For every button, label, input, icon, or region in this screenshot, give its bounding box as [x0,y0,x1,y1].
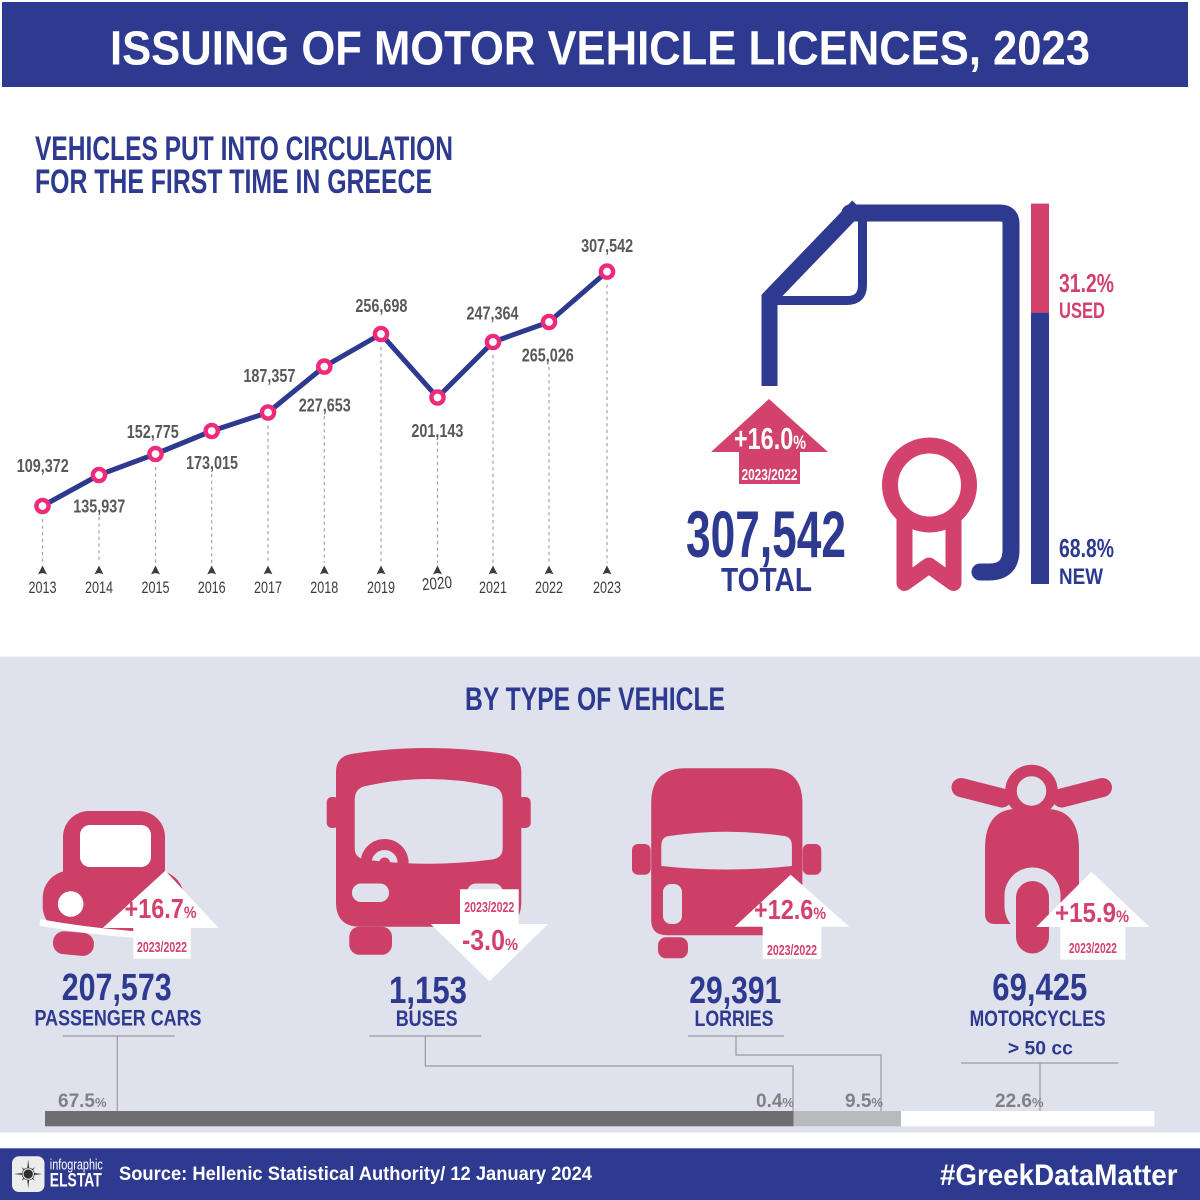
svg-text:2013: 2013 [29,578,57,597]
svg-text:ISSUING OF MOTOR VEHICLE LICEN: ISSUING OF MOTOR VEHICLE LICENCES, 2023 [110,23,1090,76]
svg-text:BY TYPE OF VEHICLE: BY TYPE OF VEHICLE [465,681,725,717]
svg-text:> 50 cc: > 50 cc [1008,1038,1073,1060]
svg-text:201,143: 201,143 [411,420,463,441]
svg-text:152,775: 152,775 [127,421,179,442]
svg-text:ELSTAT: ELSTAT [50,1171,102,1192]
svg-text:2015: 2015 [142,578,170,597]
svg-text:BUSES: BUSES [396,1006,458,1031]
svg-text:TOTAL: TOTAL [721,561,812,598]
svg-text:227,653: 227,653 [299,394,351,415]
svg-text:307,542: 307,542 [686,497,846,571]
svg-text:LORRIES: LORRIES [695,1006,774,1031]
svg-text:NEW: NEW [1059,564,1103,589]
svg-text:PASSENGER CARS: PASSENGER CARS [35,1006,202,1031]
svg-text:2023: 2023 [593,578,621,597]
svg-text:31.2%: 31.2% [1059,268,1114,298]
svg-text:2020: 2020 [421,573,453,595]
svg-text:29,391: 29,391 [689,970,781,1012]
svg-text:2022: 2022 [535,578,563,597]
svg-text:#GreekDataMatter: #GreekDataMatter [940,1159,1178,1192]
svg-text:1,153: 1,153 [389,970,467,1012]
svg-text:67.5%: 67.5% [58,1091,107,1112]
svg-text:265,026: 265,026 [522,345,574,366]
svg-text:68.8%: 68.8% [1059,533,1114,563]
svg-text:187,357: 187,357 [243,365,295,386]
svg-text:256,698: 256,698 [355,295,407,316]
svg-text:22.6%: 22.6% [995,1091,1044,1112]
svg-text:2023/2022: 2023/2022 [137,939,187,956]
svg-text:173,015: 173,015 [186,452,238,473]
svg-text:2018: 2018 [310,578,338,597]
svg-text:207,573: 207,573 [62,967,172,1009]
svg-text:2023/2022: 2023/2022 [742,467,798,484]
svg-text:VEHICLES PUT INTO CIRCULATION: VEHICLES PUT INTO CIRCULATION [35,130,453,168]
svg-text:2019: 2019 [367,578,395,597]
svg-text:2017: 2017 [254,578,282,597]
svg-text:0.4%: 0.4% [756,1091,794,1112]
svg-text:109,372: 109,372 [17,455,69,476]
svg-text:9.5%: 9.5% [845,1091,883,1112]
svg-text:2021: 2021 [479,578,507,597]
svg-text:FOR THE FIRST TIME IN GREECE: FOR THE FIRST TIME IN GREECE [35,163,432,201]
svg-text:2023/2022: 2023/2022 [767,942,817,959]
svg-text:infographic: infographic [50,1156,103,1173]
svg-text:135,937: 135,937 [73,496,125,517]
svg-text:MOTORCYCLES: MOTORCYCLES [970,1006,1106,1031]
svg-text:USED: USED [1059,298,1105,323]
svg-text:2023/2022: 2023/2022 [464,899,514,916]
svg-text:2016: 2016 [198,578,226,597]
svg-text:Source: Hellenic Statistical A: Source: Hellenic Statistical Authority/ … [119,1164,592,1185]
svg-text:2023/2022: 2023/2022 [1069,940,1117,957]
svg-text:69,425: 69,425 [992,967,1087,1009]
svg-text:307,542: 307,542 [581,235,633,256]
svg-text:247,364: 247,364 [467,302,520,323]
svg-text:2014: 2014 [85,578,113,597]
